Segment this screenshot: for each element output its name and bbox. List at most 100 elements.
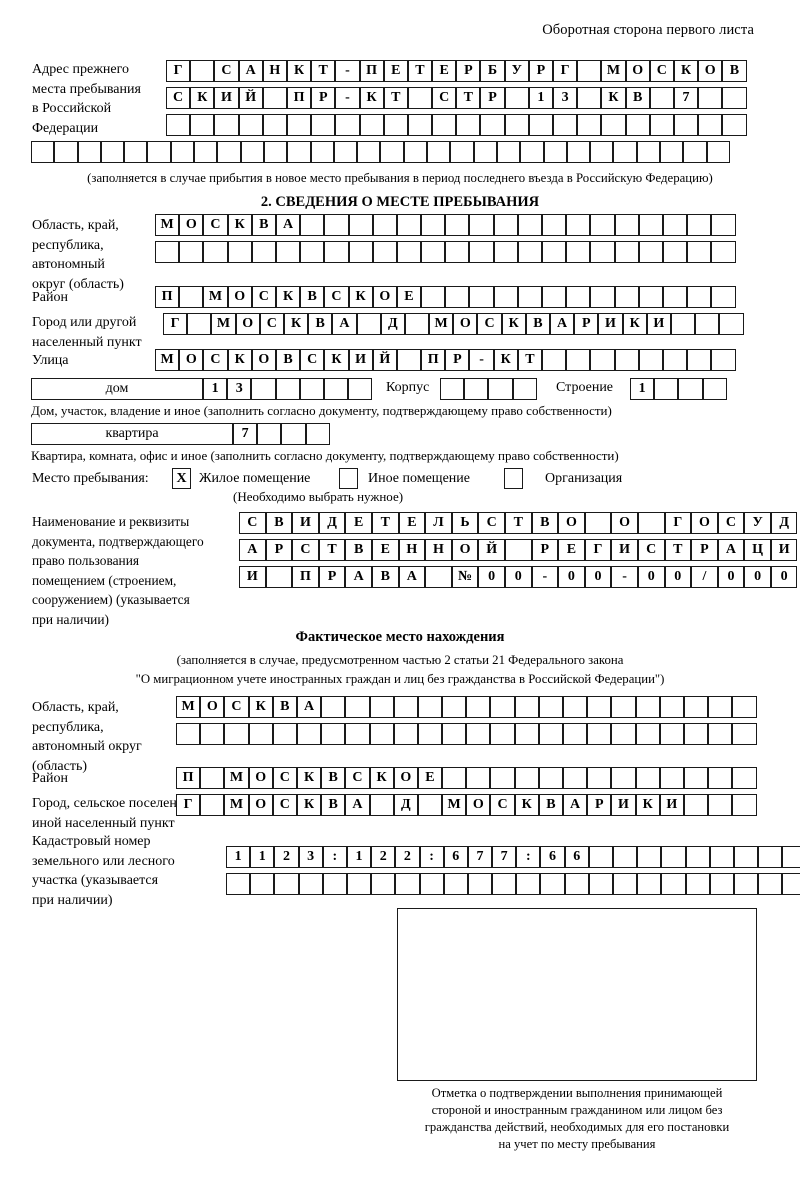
char-cell[interactable]: [590, 241, 615, 263]
char-cell[interactable]: [638, 241, 663, 263]
char-cell[interactable]: У: [744, 512, 771, 534]
char-cell[interactable]: [661, 846, 686, 868]
char-cell[interactable]: К: [673, 60, 699, 82]
char-cell[interactable]: 1: [203, 378, 228, 400]
char-cell[interactable]: [493, 214, 518, 236]
char-cell[interactable]: 3: [298, 846, 323, 868]
char-cell[interactable]: [450, 141, 474, 163]
char-cell[interactable]: А: [239, 539, 266, 561]
char-cell[interactable]: Е: [345, 512, 372, 534]
checkbox-inoe[interactable]: [339, 468, 358, 489]
char-cell[interactable]: Т: [504, 512, 532, 534]
char-cell[interactable]: 0: [637, 566, 665, 588]
char-cell[interactable]: [372, 241, 397, 263]
char-cell[interactable]: [467, 873, 493, 895]
char-cell[interactable]: О: [200, 696, 225, 718]
char-cell[interactable]: [393, 696, 418, 718]
char-cell[interactable]: [687, 349, 712, 371]
char-cell[interactable]: [683, 141, 707, 163]
char-cell[interactable]: 7: [673, 87, 699, 109]
char-cell[interactable]: [683, 767, 709, 789]
char-cell[interactable]: -: [469, 349, 494, 371]
cadastral-row-2[interactable]: [226, 873, 800, 895]
char-cell[interactable]: 1: [630, 378, 655, 400]
char-cell[interactable]: Г: [664, 512, 692, 534]
char-cell[interactable]: 6: [540, 846, 565, 868]
char-cell[interactable]: [563, 723, 588, 745]
char-cell[interactable]: А: [238, 60, 263, 82]
char-cell[interactable]: М: [155, 214, 180, 236]
char-cell[interactable]: [203, 241, 228, 263]
char-cell[interactable]: [490, 723, 515, 745]
char-cell[interactable]: В: [345, 539, 372, 561]
char-cell[interactable]: 7: [467, 846, 493, 868]
char-cell[interactable]: -: [335, 60, 360, 82]
char-cell[interactable]: Е: [398, 512, 426, 534]
char-cell[interactable]: [335, 114, 360, 136]
char-cell[interactable]: У: [504, 60, 529, 82]
char-cell[interactable]: [588, 873, 613, 895]
char-cell[interactable]: О: [251, 349, 276, 371]
char-cell[interactable]: М: [155, 349, 180, 371]
char-cell[interactable]: 7: [233, 423, 258, 445]
char-cell[interactable]: [227, 241, 252, 263]
char-cell[interactable]: [637, 846, 662, 868]
char-cell[interactable]: [224, 723, 249, 745]
char-cell[interactable]: [469, 241, 494, 263]
char-cell[interactable]: К: [190, 87, 215, 109]
char-cell[interactable]: [758, 873, 783, 895]
char-cell[interactable]: О: [625, 60, 650, 82]
char-cell[interactable]: К: [227, 349, 252, 371]
char-cell[interactable]: Г: [176, 794, 201, 816]
char-cell[interactable]: [542, 286, 567, 308]
char-cell[interactable]: [636, 141, 661, 163]
char-cell[interactable]: 1: [528, 87, 553, 109]
char-cell[interactable]: Г: [163, 313, 188, 335]
char-cell[interactable]: [176, 723, 201, 745]
char-cell[interactable]: [194, 141, 218, 163]
char-cell[interactable]: [635, 723, 660, 745]
char-cell[interactable]: [147, 141, 171, 163]
char-cell[interactable]: [733, 873, 759, 895]
char-cell[interactable]: [348, 378, 373, 400]
char-cell[interactable]: [504, 114, 529, 136]
char-cell[interactable]: К: [348, 286, 373, 308]
char-cell[interactable]: [540, 873, 565, 895]
char-cell[interactable]: П: [292, 566, 319, 588]
char-cell[interactable]: С: [345, 767, 370, 789]
char-cell[interactable]: [263, 141, 288, 163]
char-cell[interactable]: [251, 241, 276, 263]
char-cell[interactable]: [480, 114, 505, 136]
char-cell[interactable]: [356, 313, 381, 335]
char-cell[interactable]: [687, 241, 712, 263]
char-cell[interactable]: М: [203, 286, 228, 308]
char-cell[interactable]: О: [372, 286, 397, 308]
char-cell[interactable]: [442, 723, 467, 745]
char-cell[interactable]: [590, 141, 614, 163]
char-cell[interactable]: П: [421, 349, 446, 371]
char-cell[interactable]: Р: [574, 313, 599, 335]
char-cell[interactable]: [275, 378, 300, 400]
char-cell[interactable]: [709, 846, 734, 868]
char-cell[interactable]: [563, 696, 588, 718]
char-cell[interactable]: М: [224, 767, 249, 789]
char-cell[interactable]: [538, 767, 563, 789]
char-cell[interactable]: [662, 286, 688, 308]
char-cell[interactable]: [371, 873, 396, 895]
char-cell[interactable]: С: [272, 767, 297, 789]
char-cell[interactable]: С: [477, 313, 502, 335]
char-cell[interactable]: Д: [770, 512, 798, 534]
char-cell[interactable]: [638, 286, 663, 308]
char-cell[interactable]: Р: [318, 566, 346, 588]
char-cell[interactable]: М: [442, 794, 467, 816]
char-cell[interactable]: Е: [432, 60, 457, 82]
char-cell[interactable]: [661, 873, 686, 895]
char-cell[interactable]: 0: [717, 566, 745, 588]
char-cell[interactable]: [625, 114, 650, 136]
char-cell[interactable]: [417, 723, 443, 745]
char-cell[interactable]: В: [525, 313, 550, 335]
stroenie-row[interactable]: 1: [630, 378, 727, 400]
